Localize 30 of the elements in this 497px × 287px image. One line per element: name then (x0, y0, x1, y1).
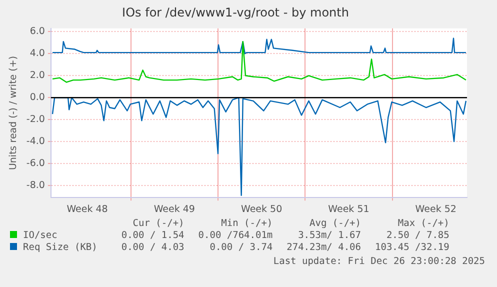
text: 0.00 / 1.54 (120, 230, 184, 242)
text: 0.00 / 3.74 (208, 242, 273, 254)
x-tick-label: Week 49 (154, 204, 195, 215)
y-tick-label: 4.0 (30, 48, 45, 60)
x-tick-label: Week 51 (328, 204, 370, 215)
text: Min (-/+) (220, 218, 273, 230)
y-tick-label: -2.0 (26, 114, 45, 126)
chart-title: IOs for /dev/www1-vg/root - by month (122, 5, 349, 20)
y-axis-title: Units read (-) / write (+) (8, 56, 20, 170)
text: 2.50 / 7.85 (385, 230, 450, 242)
x-tick-label: Week 50 (240, 204, 282, 215)
text: Last update: Fri Dec 26 23:00:28 2025 (273, 256, 485, 267)
text: Avg (-/+) (308, 218, 361, 230)
legend-label: IO/sec (22, 230, 58, 242)
x-tick-label: Week 52 (415, 204, 456, 215)
y-tick-label: -6.0 (26, 158, 45, 170)
text: 3.53m/ 1.67 (297, 230, 361, 242)
x-tick-label: Week 48 (66, 204, 108, 215)
text: 103.45 /32.19 (374, 242, 450, 254)
y-tick-label: -4.0 (26, 136, 45, 148)
text: 0.00 /764.01m (197, 230, 273, 242)
legend-label: Req Size (KB) (22, 242, 98, 254)
y-tick-label: 6.0 (30, 26, 45, 38)
text: 0.00 / 4.03 (120, 242, 184, 254)
text: Cur (-/+) (132, 218, 184, 230)
y-tick-label: 0.0 (30, 92, 45, 104)
y-tick-label: -8.0 (26, 180, 45, 191)
y-tick-label: 2.0 (30, 70, 45, 82)
text: 274.23m/ 4.06 (286, 242, 361, 254)
text: Max (-/+) (396, 218, 450, 230)
